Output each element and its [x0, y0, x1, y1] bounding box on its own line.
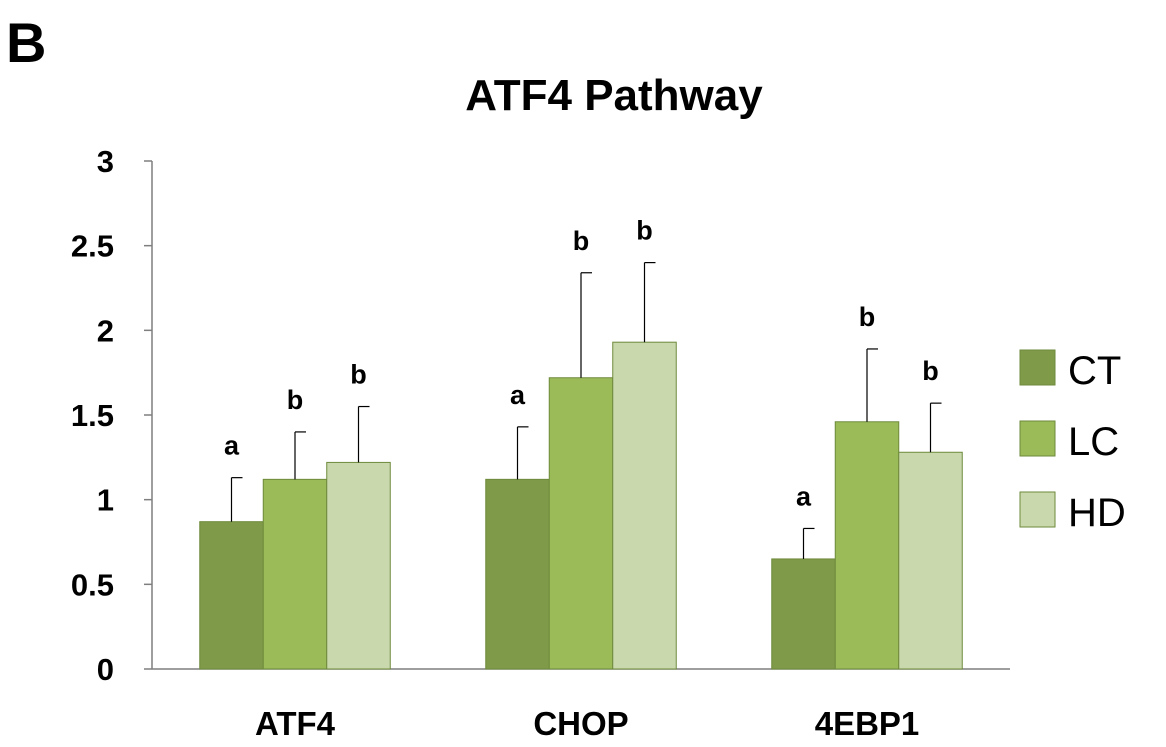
significance-label: a — [224, 431, 240, 461]
panel-label: B — [6, 11, 46, 74]
y-tick-label: 2.5 — [71, 229, 114, 264]
y-tick-label: 2 — [97, 313, 114, 348]
bar-lc-atf4 — [262, 478, 328, 670]
significance-label: b — [859, 302, 876, 332]
legend-swatch-hd — [1019, 491, 1056, 528]
x-category-label: ATF4 — [255, 705, 336, 742]
y-tick-label: 1 — [97, 483, 114, 518]
bar-ct-atf4 — [199, 521, 264, 670]
bar-lc-4ebp1 — [834, 421, 900, 670]
legend-label-hd: HD — [1068, 491, 1126, 535]
bar-hd-atf4 — [326, 461, 391, 670]
bar-lc-chop — [548, 377, 614, 670]
significance-label: a — [796, 481, 812, 511]
significance-label: b — [287, 385, 304, 415]
y-tick-label: 1.5 — [71, 398, 114, 433]
y-tick-label: 0.5 — [71, 567, 114, 602]
significance-label: a — [510, 380, 526, 410]
significance-label: b — [573, 226, 590, 256]
x-category-label: 4EBP1 — [815, 705, 920, 742]
bar-hd-chop — [612, 341, 677, 670]
chart-title: ATF4 Pathway — [465, 71, 763, 120]
y-tick-label: 0 — [97, 652, 114, 687]
y-tick-label: 3 — [97, 144, 114, 179]
bar-hd-4ebp1 — [898, 451, 963, 670]
significance-label: b — [350, 360, 367, 390]
legend-swatch-ct — [1019, 349, 1056, 386]
x-category-label: CHOP — [533, 705, 628, 742]
significance-label: b — [636, 216, 653, 246]
significance-label: b — [922, 356, 939, 386]
plot-area: 0 0.5 1 1.5 2 2.5 3 a b b ATF4 a b b CHOP a b b 4EBP1 — [71, 144, 1010, 742]
legend: CT LC HD — [1019, 349, 1126, 535]
bar-ct-4ebp1 — [771, 558, 836, 670]
legend-label-lc: LC — [1068, 420, 1119, 464]
legend-label-ct: CT — [1068, 349, 1121, 393]
legend-swatch-lc — [1019, 420, 1056, 457]
bar-ct-chop — [485, 478, 550, 670]
